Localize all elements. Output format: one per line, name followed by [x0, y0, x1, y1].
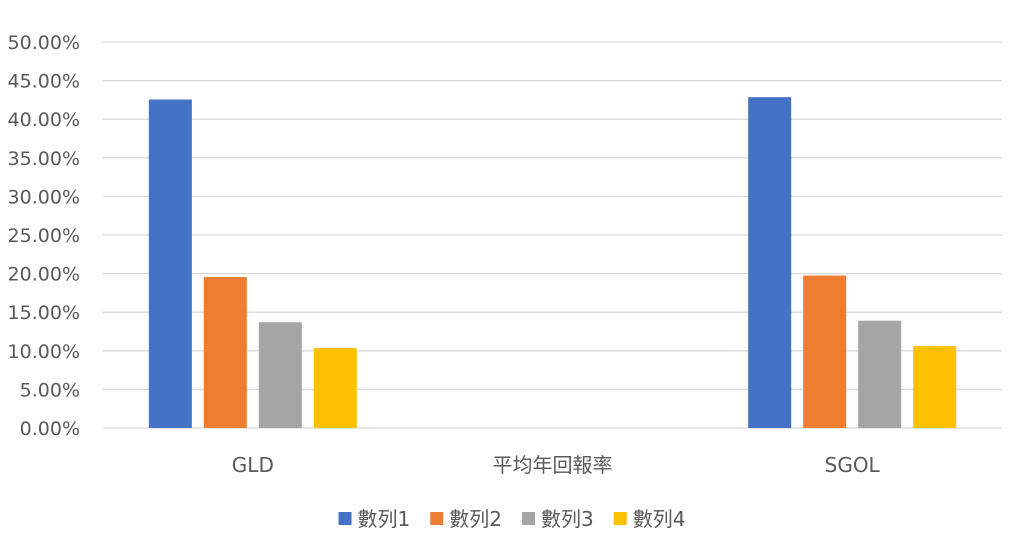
- y-tick-label: 5.00%: [20, 379, 80, 401]
- legend-swatch: [430, 512, 444, 525]
- x-axis-category-labels: GLD 平均年回報率 SGOL: [232, 453, 881, 477]
- bar-sgol-series-3: [858, 320, 902, 428]
- legend-label: 數列3: [541, 507, 594, 531]
- legend-swatch: [522, 512, 535, 525]
- y-tick-label: 15.00%: [8, 302, 80, 324]
- y-tick-label: 10.00%: [8, 341, 80, 363]
- x-category-label: 平均年回報率: [493, 453, 613, 477]
- gridlines: [103, 41, 1002, 429]
- x-category-label: SGOL: [825, 453, 881, 477]
- legend-item-series-4: 數列4: [613, 507, 686, 531]
- y-tick-label: 40.00%: [8, 109, 80, 131]
- y-tick-label: 0.00%: [20, 418, 80, 440]
- bar-gld-series-2: [203, 277, 247, 428]
- legend-swatch: [613, 512, 627, 525]
- legend-label: 數列1: [358, 507, 411, 531]
- y-tick-label: 35.00%: [8, 148, 80, 170]
- x-category-label: GLD: [232, 453, 274, 477]
- legend-label: 數列2: [449, 507, 502, 531]
- bars: [148, 97, 957, 428]
- legend-item-series-2: 數列2: [430, 507, 502, 531]
- bar-sgol-series-2: [803, 275, 847, 428]
- bar-sgol-series-1: [748, 97, 792, 428]
- y-axis-tick-labels: 0.00% 5.00% 10.00% 15.00% 20.00% 25.00% 30.00%…: [8, 32, 80, 440]
- legend-swatch: [338, 512, 352, 525]
- legend-item-series-1: 數列1: [338, 507, 411, 531]
- bar-gld-series-4: [313, 348, 357, 428]
- bar-gld-series-3: [258, 322, 302, 428]
- y-tick-label: 45.00%: [8, 71, 80, 93]
- legend-item-series-3: 數列3: [522, 507, 594, 531]
- y-tick-label: 30.00%: [8, 186, 80, 208]
- y-tick-label: 25.00%: [8, 225, 80, 247]
- bar-sgol-series-4: [913, 346, 957, 428]
- y-tick-label: 20.00%: [8, 264, 80, 286]
- bar-gld-series-1: [148, 99, 192, 428]
- legend-label: 數列4: [633, 507, 686, 531]
- legend: 數列1 數列2 數列3 數列4: [338, 507, 686, 531]
- y-tick-label: 50.00%: [8, 32, 80, 54]
